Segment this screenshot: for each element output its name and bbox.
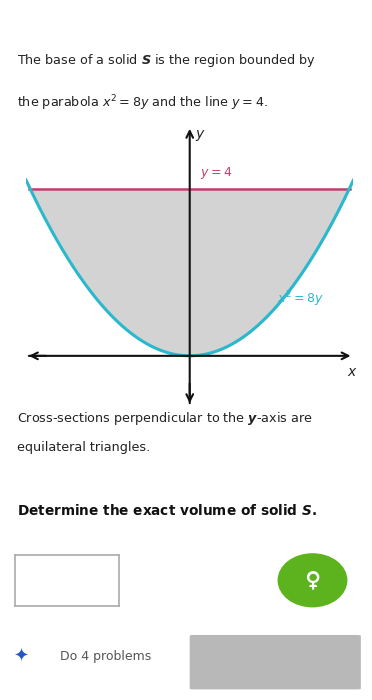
Text: ✦: ✦ (13, 648, 28, 665)
Text: ♀: ♀ (304, 570, 321, 590)
Text: $♀$: $♀$ (305, 570, 320, 590)
Text: Do 4 problems: Do 4 problems (60, 650, 151, 663)
Text: the parabola $x^2 = 8y$ and the line $y = 4$.: the parabola $x^2 = 8y$ and the line $y … (17, 93, 267, 113)
Text: Determine the exact volume of solid $\boldsymbol{S}$.: Determine the exact volume of solid $\bo… (17, 503, 317, 518)
Text: Cross-sections perpendicular to the $\boldsymbol{y}$-axis are: Cross-sections perpendicular to the $\bo… (17, 410, 312, 428)
Circle shape (278, 554, 347, 607)
Text: equilateral triangles.: equilateral triangles. (17, 441, 150, 454)
Text: $y$: $y$ (195, 128, 205, 143)
FancyBboxPatch shape (190, 635, 361, 690)
Text: $x^2 = 8y$: $x^2 = 8y$ (277, 290, 324, 309)
Text: $y = 4$: $y = 4$ (200, 165, 232, 181)
Text: The base of a solid $\boldsymbol{S}$ is the region bounded by: The base of a solid $\boldsymbol{S}$ is … (17, 52, 315, 69)
Text: Check: Check (250, 652, 301, 667)
Text: $x$: $x$ (347, 365, 357, 379)
